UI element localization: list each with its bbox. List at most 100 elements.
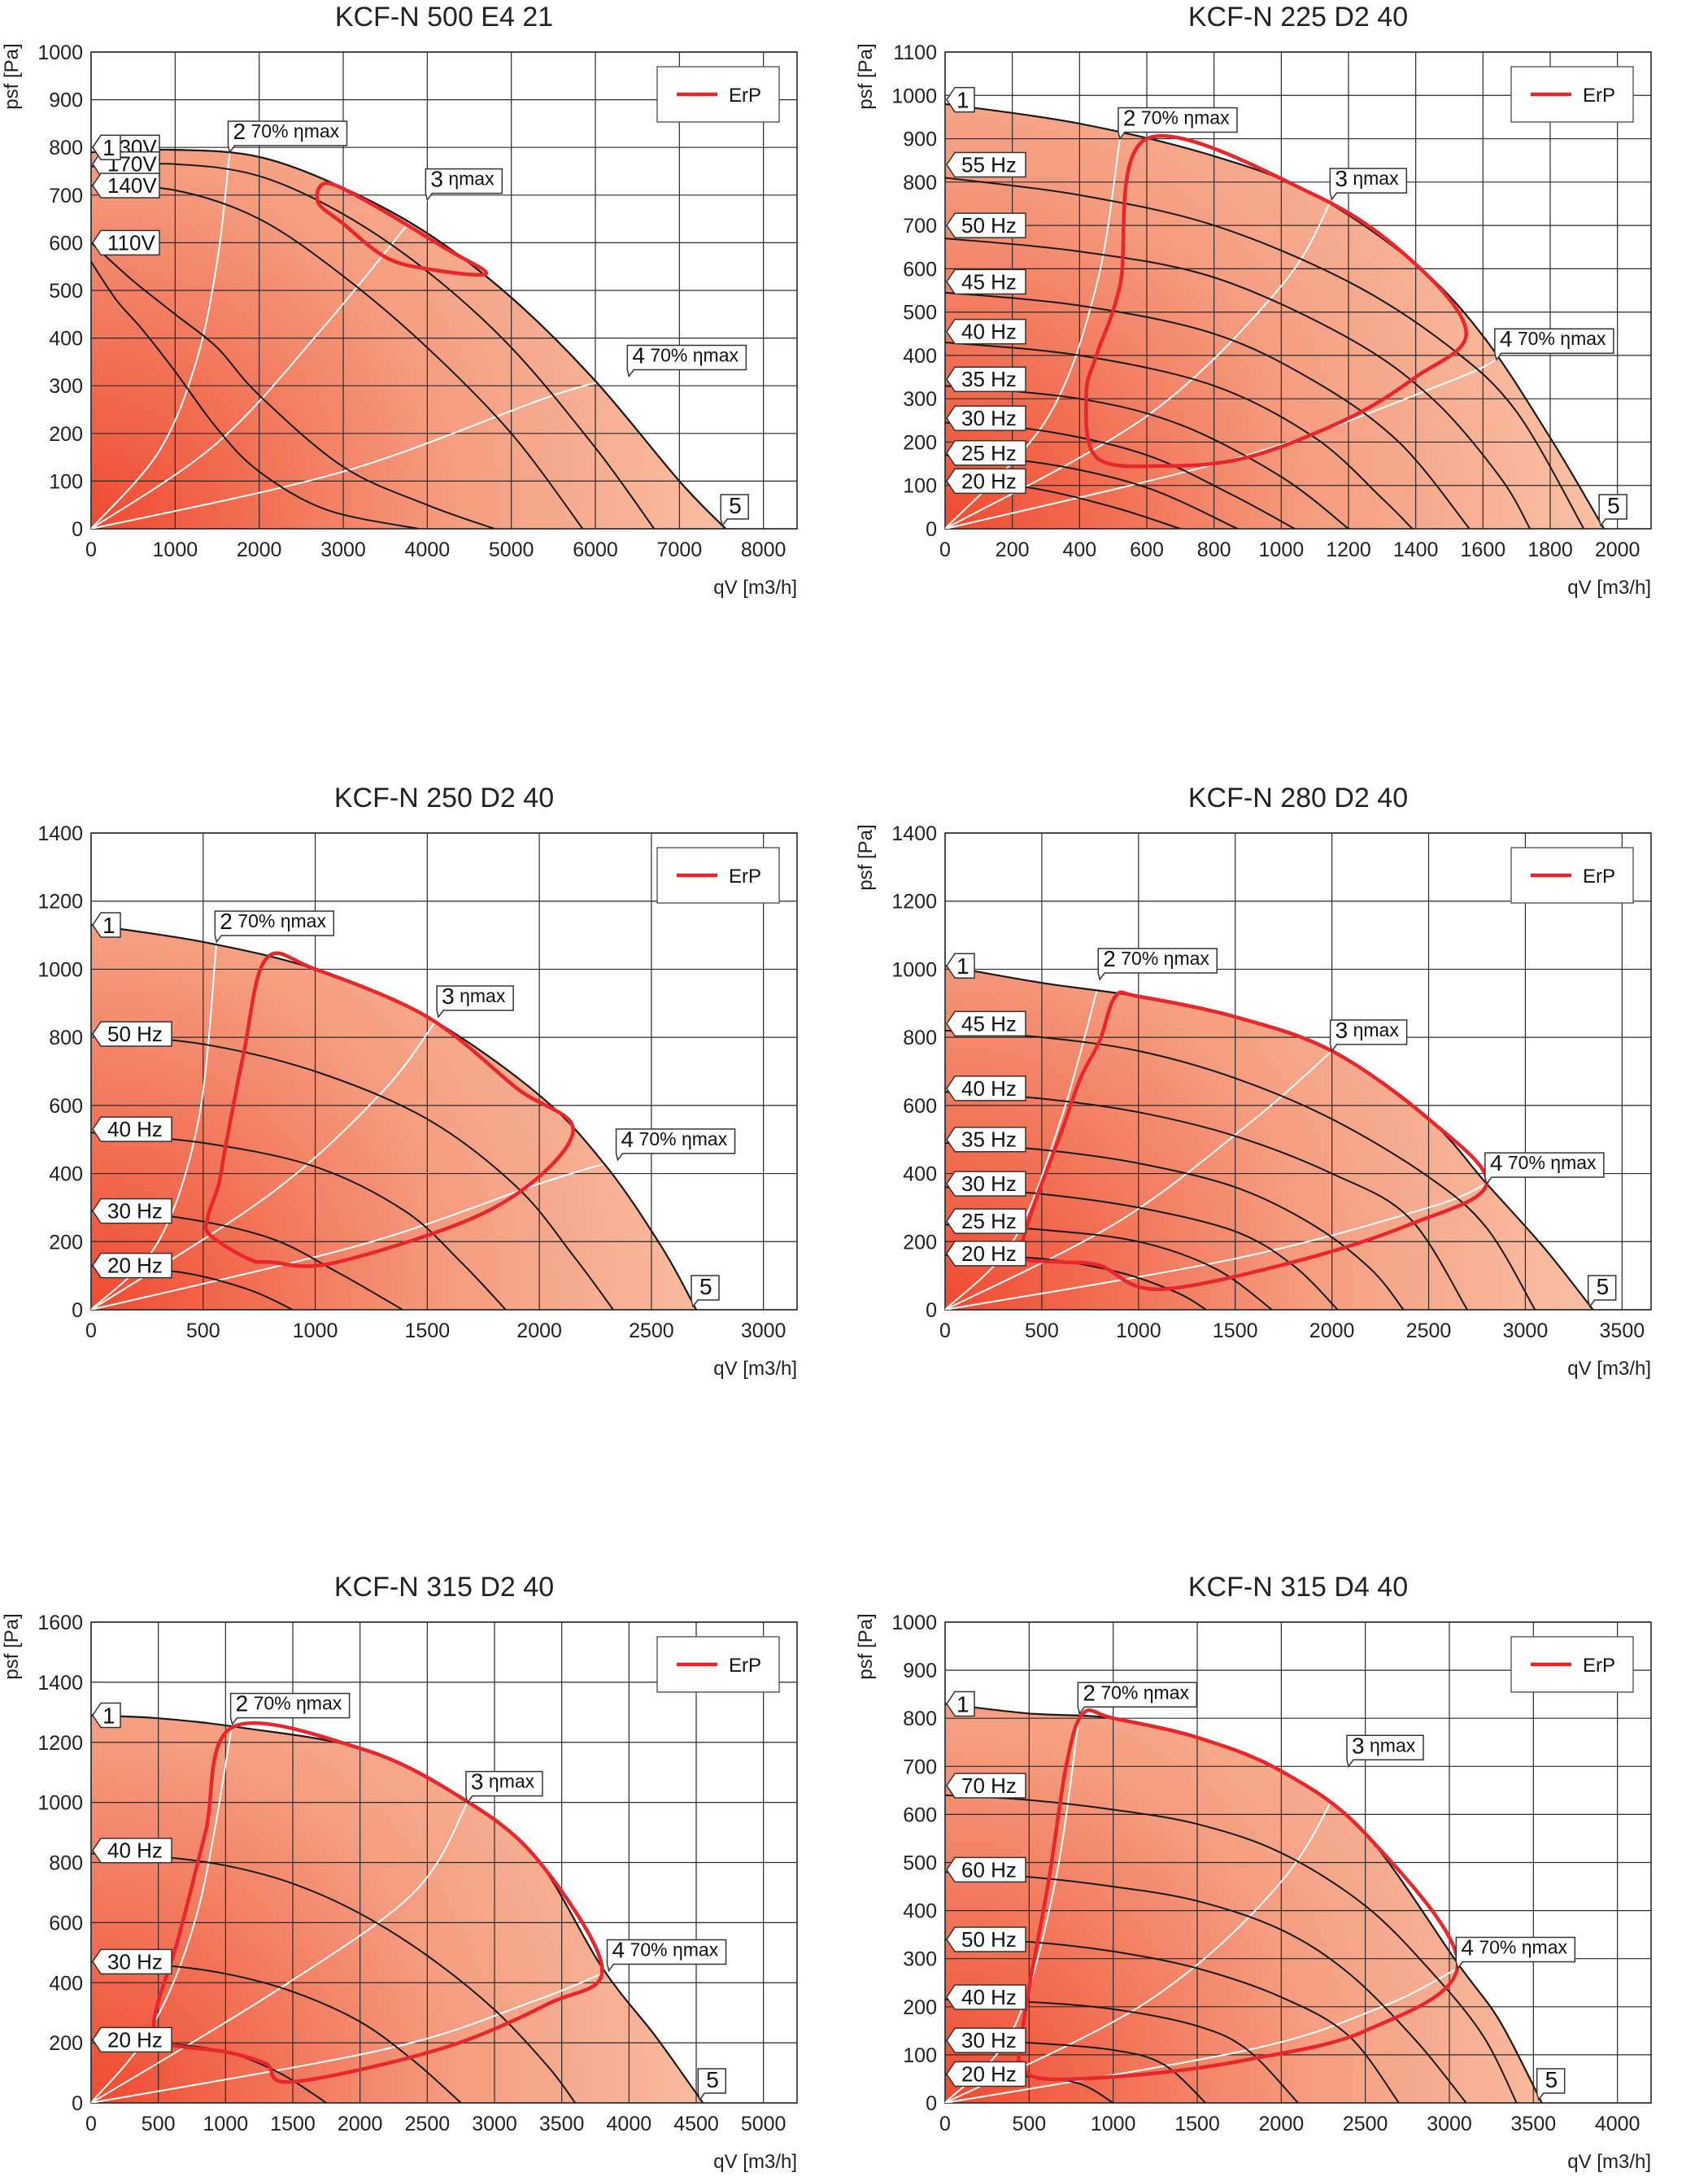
y-tick-label: 700 xyxy=(903,1756,937,1778)
speed-curve-40-hz xyxy=(91,1132,507,1310)
point-tag-1: 1 xyxy=(102,135,115,160)
efficiency-tag-4: 4 xyxy=(1500,326,1513,351)
x-tick-label: 1600 xyxy=(1461,539,1506,561)
legend: ErP xyxy=(656,847,780,904)
speed-tag-30-hz: 30 Hz xyxy=(961,2028,1017,2052)
operating-area xyxy=(91,1715,704,2103)
x-tick-label: 2000 xyxy=(237,539,282,561)
efficiency-tag-box xyxy=(436,985,514,1019)
curves xyxy=(945,1703,1543,2103)
speed-tags: 40 Hz 30 Hz 20 Hz xyxy=(92,1837,172,2053)
x-tick-label: 2000 xyxy=(516,1320,562,1342)
x-tick-label: 600 xyxy=(1130,539,1164,561)
efficiency-tag-box xyxy=(227,120,348,154)
x-tick-label: 1000 xyxy=(1116,1320,1161,1342)
speed-tag-25-hz: 25 Hz xyxy=(961,441,1017,465)
speed-tag-box xyxy=(946,1171,1026,1197)
y-tick-label: 700 xyxy=(49,185,83,207)
y-tick-label: 200 xyxy=(903,1996,937,2019)
point-tag-1: 1 xyxy=(102,913,115,938)
speed-tag-55-hz: 55 Hz xyxy=(961,153,1017,177)
efficiency-note: ηmax xyxy=(1370,1734,1416,1756)
plot-area xyxy=(91,149,726,529)
speed-curve-45-hz xyxy=(945,1029,1536,1310)
speed-tag-box xyxy=(92,2026,172,2053)
erp-outline xyxy=(1017,990,1489,1292)
efficiency-tag-box xyxy=(626,344,747,378)
chart-kcf-n-500-e4-21: KCF-N 500 E4 210 1000 2000 3000 4000 5000 6000… xyxy=(1,2,798,599)
x-tick-label: 1200 xyxy=(1326,539,1371,561)
x-axis-label: qV [m3/h] xyxy=(713,1358,797,1380)
efficiency-tag-3: 3 xyxy=(1335,166,1348,191)
efficiency-tag-3: 3 xyxy=(1335,1018,1349,1043)
speed-tag-box xyxy=(946,1010,1026,1037)
efficiency-note: ηmax xyxy=(448,168,495,190)
x-tick-label: 0 xyxy=(85,2113,97,2135)
speed-tag-box xyxy=(946,1241,1026,1267)
y-tick-label: 100 xyxy=(903,2044,937,2067)
x-tick-label: 3500 xyxy=(1511,2113,1557,2135)
legend-erp-label: ErP xyxy=(729,1655,761,1677)
efficiency-note: ηmax xyxy=(489,1771,535,1792)
speed-tag-box xyxy=(92,1021,172,1047)
axes: 0 500 1000 1500 2000 2500 3000 0 200 400 600 800 100… xyxy=(37,822,797,1380)
y-tick-label: 500 xyxy=(903,302,937,325)
speed-tags: 45 Hz 40 Hz 35 Hz 30 Hz 25 Hz 20 Hz xyxy=(946,1010,1026,1267)
efficiency-tag-box xyxy=(1097,948,1218,981)
x-tick-label: 1000 xyxy=(1091,2113,1136,2135)
x-tick-label: 2000 xyxy=(1309,1320,1355,1342)
speed-tag-box xyxy=(946,2027,1026,2053)
point-tag-box xyxy=(946,1690,975,1717)
x-tick-label: 2500 xyxy=(1406,1320,1452,1342)
y-tick-label: 800 xyxy=(903,1027,937,1049)
x-tick-label: 2500 xyxy=(1343,2113,1388,2135)
y-tick-label: 400 xyxy=(903,345,937,368)
extra-curve xyxy=(91,261,420,529)
speed-tag-box xyxy=(92,1252,172,1279)
speed-tag-45-hz: 45 Hz xyxy=(961,269,1017,294)
speed-tags: 55 Hz 50 Hz 45 Hz 40 Hz 35 Hz 30 Hz 25 Hz 20 Hz xyxy=(946,151,1026,495)
plot-frame xyxy=(90,1621,798,2104)
y-tick-label: 800 xyxy=(903,172,937,194)
x-tick-label: 1500 xyxy=(405,1320,451,1342)
x-tick-label: 2000 xyxy=(1259,2113,1305,2135)
speed-tag-box xyxy=(946,1075,1026,1101)
x-tick-label: 2500 xyxy=(405,2113,451,2135)
efficiency-tag-4: 4 xyxy=(1490,1150,1503,1176)
speed-curve-55-hz xyxy=(945,177,1585,529)
speed-tag-35-hz: 35 Hz xyxy=(961,367,1017,391)
efficiency-tag-3: 3 xyxy=(442,984,455,1009)
y-tick-label: 900 xyxy=(903,129,937,151)
x-tick-label: 1000 xyxy=(203,2113,249,2135)
speed-tag-30-hz: 30 Hz xyxy=(961,406,1017,430)
x-tick-label: 3000 xyxy=(1427,2113,1472,2135)
efficiency-tag-box xyxy=(606,1939,727,1973)
legend-erp-label: ErP xyxy=(1583,1655,1615,1677)
speed-curve-60-hz xyxy=(945,1871,1467,2103)
y-tick-label: 1000 xyxy=(891,1612,937,1634)
speed-tag-50-hz: 50 Hz xyxy=(961,1927,1017,1952)
speed-tag-40-hz: 40 Hz xyxy=(107,1117,163,1141)
y-tick-label: 1400 xyxy=(37,822,83,845)
speed-tag-40-hz: 40 Hz xyxy=(961,1076,1017,1101)
y-tick-label: 300 xyxy=(903,388,937,411)
speed-tag-50-hz: 50 Hz xyxy=(961,213,1017,238)
x-tick-label: 3000 xyxy=(741,1320,786,1342)
efficiency-tag-4: 4 xyxy=(621,1127,634,1152)
y-tick-label: 200 xyxy=(49,2032,83,2055)
chart-kcf-n-315-d2-40: KCF-N 315 D2 400 500 1000 1500 2000 2500 3000 3… xyxy=(1,1572,798,2173)
point-tag-5: 5 xyxy=(1545,2067,1558,2092)
chart-title: KCF-N 225 D2 40 xyxy=(1188,2,1408,33)
legend-erp-label: ErP xyxy=(729,866,761,888)
y-tick-label: 800 xyxy=(49,137,83,159)
y-tick-label: 1200 xyxy=(891,891,937,914)
plot-frame xyxy=(944,832,1652,1311)
operating-area xyxy=(945,103,1605,529)
operating-area xyxy=(91,149,726,529)
y-tick-label: 700 xyxy=(903,215,937,238)
x-axis-label: qV [m3/h] xyxy=(713,2151,797,2173)
speed-curve-70-hz xyxy=(945,1794,1518,2103)
y-tick-label: 600 xyxy=(49,1912,83,1935)
x-tick-label: 7000 xyxy=(657,539,703,561)
